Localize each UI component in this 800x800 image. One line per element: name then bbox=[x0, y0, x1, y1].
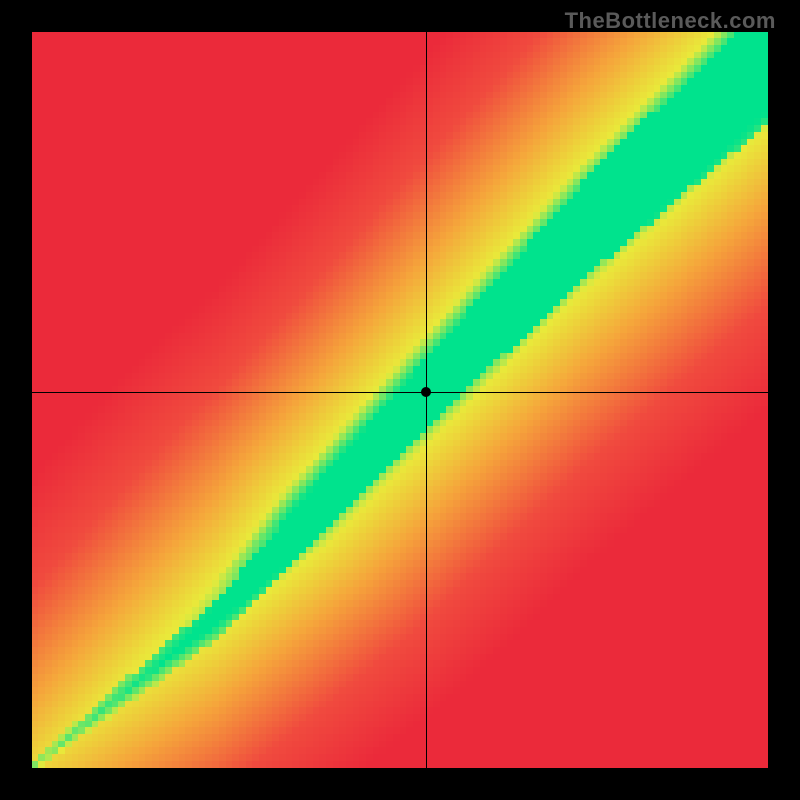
crosshair-horizontal bbox=[32, 392, 768, 393]
watermark-text: TheBottleneck.com bbox=[565, 8, 776, 34]
heatmap-canvas bbox=[32, 32, 768, 768]
crosshair-vertical bbox=[426, 32, 427, 768]
crosshair-marker bbox=[421, 387, 431, 397]
heatmap-plot bbox=[32, 32, 768, 768]
